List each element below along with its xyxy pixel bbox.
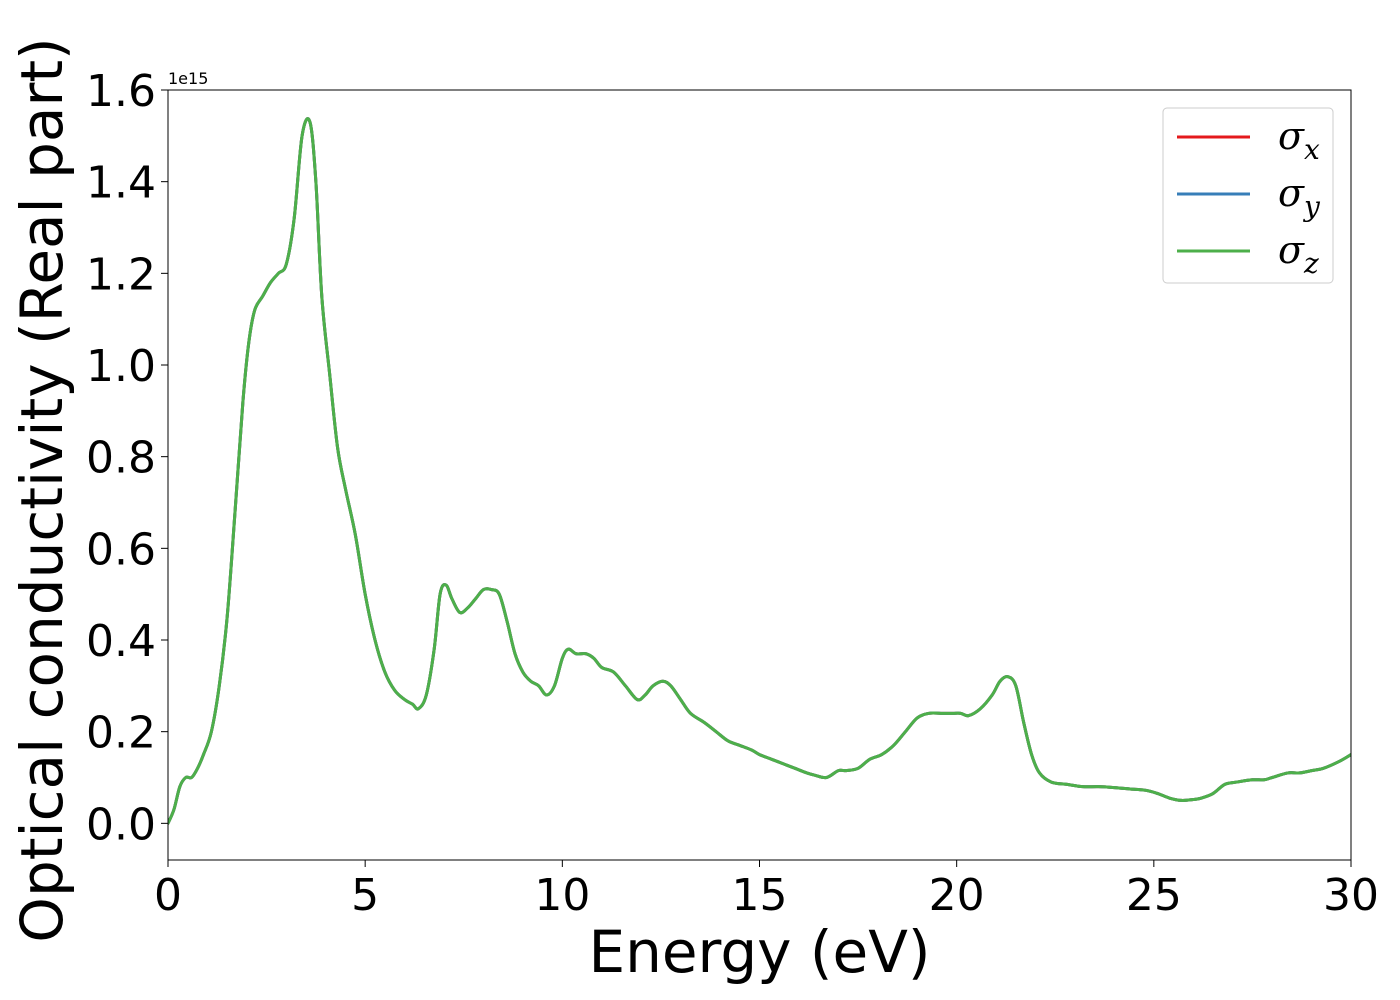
y-tick-label: 0.4 bbox=[86, 616, 156, 667]
legend-label: σz bbox=[1278, 228, 1319, 280]
y-axis-ticks: 0.0 0.2 0.4 0.6 0.8 1.0 1.2 1.4 1.6 bbox=[86, 66, 168, 850]
x-tick-label: 5 bbox=[351, 870, 379, 921]
y-offset-text: 1e15 bbox=[168, 69, 208, 88]
legend-label: σy bbox=[1278, 171, 1321, 223]
legend-label: σx bbox=[1278, 114, 1320, 166]
x-tick-label: 0 bbox=[154, 870, 182, 921]
legend-item-sigma-y: σy bbox=[1177, 171, 1321, 223]
y-tick-label: 1.2 bbox=[86, 249, 156, 300]
x-tick-label: 20 bbox=[929, 870, 985, 921]
series-line-sigma-z bbox=[168, 117, 1351, 825]
y-tick-label: 1.0 bbox=[86, 341, 156, 392]
y-tick-label: 0.0 bbox=[86, 799, 156, 850]
x-axis-label: Energy (eV) bbox=[588, 918, 930, 986]
legend-item-sigma-z: σz bbox=[1177, 228, 1319, 280]
plot-area bbox=[167, 89, 1352, 861]
axes-background bbox=[168, 90, 1351, 860]
y-axis-label: Optical conductivity (Real part) bbox=[8, 37, 76, 942]
x-tick-label: 15 bbox=[732, 870, 788, 921]
series-lines bbox=[168, 117, 1351, 825]
x-tick-label: 30 bbox=[1323, 870, 1379, 921]
y-tick-label: 0.2 bbox=[86, 708, 156, 759]
x-axis-ticks: 0 5 10 15 20 25 30 bbox=[154, 860, 1379, 921]
y-tick-label: 0.8 bbox=[86, 433, 156, 484]
y-tick-label: 1.4 bbox=[86, 158, 156, 209]
x-tick-label: 10 bbox=[534, 870, 590, 921]
y-tick-label: 1.6 bbox=[86, 66, 156, 117]
legend-item-sigma-x: σx bbox=[1177, 114, 1320, 166]
x-tick-label: 25 bbox=[1126, 870, 1182, 921]
y-tick-label: 0.6 bbox=[86, 524, 156, 575]
